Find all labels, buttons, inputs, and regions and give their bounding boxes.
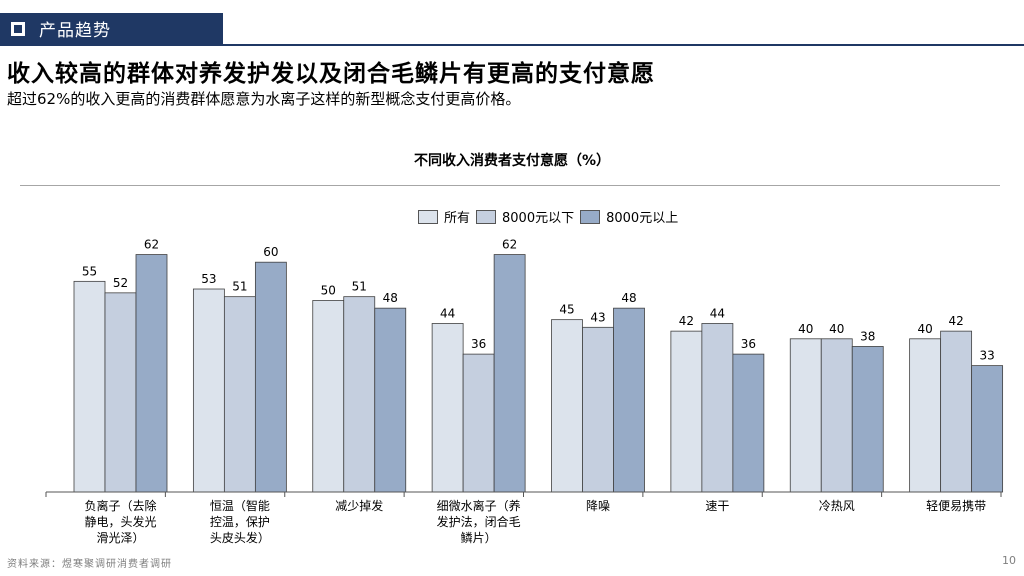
data-label-0-2: 62 [144, 238, 159, 252]
bar-4-1 [582, 326, 614, 493]
section-tab: 产品趋势 [0, 13, 223, 44]
data-label-2-1: 51 [352, 280, 367, 294]
legend-swatch-above-8000 [580, 209, 601, 224]
data-label-3-2: 62 [502, 238, 517, 252]
data-label-7-0: 40 [917, 322, 932, 336]
category-label-3-2: 鳞片） [461, 531, 497, 545]
bar-7-2 [971, 365, 1004, 493]
bar-7-0 [909, 338, 942, 493]
page-number: 10 [1002, 554, 1016, 567]
bar-2-2 [374, 307, 407, 493]
data-label-6-2: 38 [860, 329, 875, 343]
data-label-3-1: 36 [471, 337, 486, 351]
bar-1-1 [223, 296, 256, 493]
data-label-4-2: 48 [621, 291, 636, 305]
bar-4-2 [613, 307, 645, 493]
legend-item-above-8000: 8000元以上 [580, 207, 678, 226]
data-label-3-0: 44 [440, 306, 455, 320]
legend-swatch-below-8000 [476, 209, 497, 224]
chart-title-rule [20, 185, 1000, 186]
bar-6-0 [789, 338, 822, 493]
data-label-4-1: 43 [590, 310, 605, 324]
bar-0-2 [135, 254, 168, 493]
category-label-0-0: 负离子（去除 [84, 498, 156, 513]
category-label-1-2: 头皮头发） [210, 530, 270, 545]
legend-item-below-8000: 8000元以下 [476, 207, 574, 226]
page-headline: 收入较高的群体对养发护发以及闭合毛鳞片有更高的支付意愿 [7, 61, 655, 87]
bar-6-2 [851, 346, 884, 493]
legend-item-all: 所有 [418, 207, 470, 226]
bar-0-0 [73, 280, 106, 493]
category-label-4-0: 降噪 [586, 499, 610, 513]
data-label-4-0: 45 [559, 303, 574, 317]
bar-6-1 [820, 338, 853, 493]
category-label-1-1: 控温，保护 [210, 515, 270, 529]
chart-title: 不同收入消费者支付意愿（%） [413, 153, 611, 169]
legend-label-above-8000: 8000元以上 [606, 211, 679, 226]
bar-5-0 [670, 330, 703, 493]
square-icon [11, 21, 25, 36]
category-label-0-2: 滑光泽） [96, 531, 144, 545]
data-label-2-2: 48 [383, 291, 398, 305]
data-label-1-1: 51 [232, 280, 247, 294]
legend-label-below-8000: 8000元以下 [502, 211, 575, 226]
bar-1-2 [254, 261, 287, 493]
data-label-5-1: 44 [710, 306, 725, 320]
data-label-0-0: 55 [82, 264, 97, 278]
data-label-0-1: 52 [113, 276, 128, 290]
data-label-5-0: 42 [679, 314, 694, 328]
data-label-2-0: 50 [321, 284, 336, 298]
bar-4-0 [551, 319, 583, 493]
bar-2-1 [343, 296, 376, 493]
category-label-0-1: 静电，头发光 [84, 514, 156, 529]
bar-7-1 [940, 330, 973, 493]
bar-2-0 [312, 300, 345, 493]
category-label-2-0: 减少掉发 [335, 498, 383, 513]
category-label-1-0: 恒温（智能 [210, 498, 270, 513]
chart-legend: 所有 8000元以下 8000元以上 [418, 207, 684, 226]
bar-0-1 [104, 292, 137, 493]
category-label-3-0: 细微水离子（养 [437, 498, 521, 513]
data-label-6-0: 40 [798, 322, 813, 336]
data-label-7-2: 33 [979, 349, 994, 363]
footer-source: 资料来源：煜寒聚调研消费者调研 [7, 559, 172, 570]
bar-3-0 [431, 323, 464, 493]
category-label-3-1: 发护法，闭合毛 [437, 514, 521, 529]
legend-swatch-all [418, 209, 438, 224]
section-label: 产品趋势 [39, 21, 111, 41]
bar-5-1 [701, 323, 734, 493]
bar-3-2 [493, 254, 526, 493]
data-label-6-1: 40 [829, 322, 844, 336]
data-label-1-2: 60 [263, 245, 278, 259]
page-subheadline: 超过62%的收入更高的消费群体愿意为水离子这样的新型概念支付更高价格。 [7, 90, 521, 108]
bar-1-0 [192, 288, 225, 493]
category-label-7-0: 轻便易携带 [926, 498, 986, 513]
data-label-7-1: 42 [948, 314, 963, 328]
data-label-1-0: 53 [201, 272, 216, 286]
data-label-5-2: 36 [741, 337, 756, 351]
legend-label-all: 所有 [444, 211, 471, 226]
bar-3-1 [462, 353, 495, 493]
category-label-5-0: 速干 [705, 499, 729, 513]
bar-5-2 [732, 353, 765, 493]
category-label-6-0: 冷热风 [819, 499, 855, 513]
header-rule [0, 44, 1024, 46]
